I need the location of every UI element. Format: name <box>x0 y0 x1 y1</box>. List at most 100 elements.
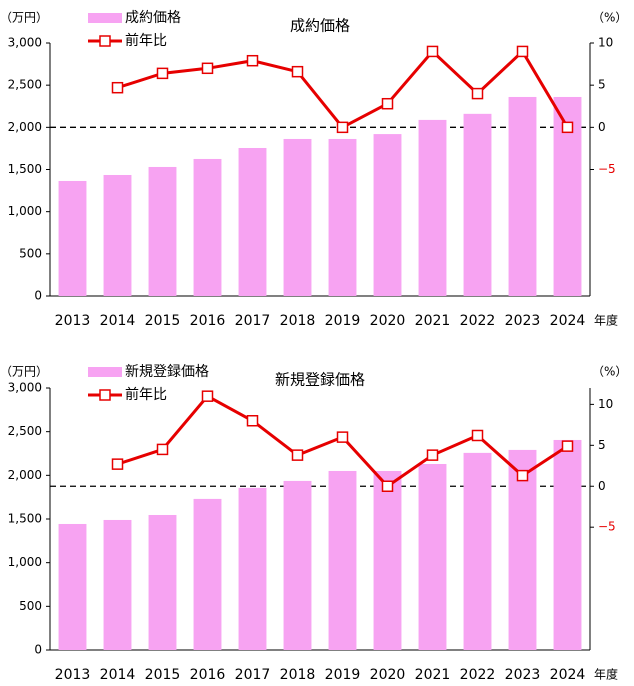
y2-tick-label: 5 <box>598 78 606 92</box>
x-tick-label: 2024 <box>550 667 586 683</box>
x-tick-label: 2020 <box>370 667 406 683</box>
y-tick-label: 500 <box>19 246 42 260</box>
marker <box>516 45 529 58</box>
y-tick-label: 3,000 <box>8 36 42 50</box>
legend-marker <box>99 35 111 47</box>
marker <box>111 458 124 470</box>
bar <box>193 498 222 650</box>
y-axis-title: （万円） <box>0 11 48 25</box>
marker <box>426 45 439 58</box>
x-tick-label: 2018 <box>280 313 316 329</box>
y-axis-title: （万円） <box>0 365 48 379</box>
chart-title: 新規登録価格 <box>275 371 365 389</box>
marker <box>246 54 259 67</box>
marker <box>156 443 169 456</box>
y2-tick-label: 0 <box>598 120 606 134</box>
bar <box>373 470 402 650</box>
bar <box>193 158 222 296</box>
x-tick-label: 2014 <box>100 313 136 329</box>
x-tick-label: 2014 <box>100 667 136 683</box>
bar <box>58 523 87 650</box>
legend-label: 新規登録価格 <box>125 364 209 380</box>
x-tick-label: 2017 <box>235 313 271 329</box>
x-tick-label: 2020 <box>370 313 406 329</box>
bar <box>103 174 132 296</box>
x-tick-label: 2021 <box>415 667 451 683</box>
marker <box>561 440 574 452</box>
y-tick-label: 2,000 <box>8 468 42 482</box>
x-tick-label: 2022 <box>460 313 496 329</box>
x-tick-label: 2015 <box>145 667 181 683</box>
x-tick-label: 2021 <box>415 313 451 329</box>
bar <box>553 439 582 650</box>
y-tick-label: 2,000 <box>8 120 42 134</box>
marker <box>201 62 214 75</box>
y2-tick-label: 10 <box>598 36 613 50</box>
marker <box>516 469 529 482</box>
x-tick-label: 2017 <box>235 667 271 683</box>
bar <box>148 514 177 650</box>
y-tick-label: 1,000 <box>8 204 42 218</box>
marker <box>246 415 259 427</box>
legend-label: 前年比 <box>125 32 167 49</box>
x-tick-label: 2023 <box>505 313 541 329</box>
bar <box>238 147 267 296</box>
marker <box>381 97 394 110</box>
x-tick-label: 2016 <box>190 667 226 683</box>
x-tick-label: 2022 <box>460 667 496 683</box>
bar <box>58 180 87 296</box>
bar <box>508 96 537 297</box>
y2-tick-label: −5 <box>598 162 616 176</box>
y2-axis-title: （%） <box>592 365 627 379</box>
bar <box>328 138 357 296</box>
marker <box>201 390 214 402</box>
x-tick-label: 2018 <box>280 667 316 683</box>
x-tick-label: 2013 <box>55 667 91 683</box>
bar <box>148 166 177 296</box>
x-axis-title: 年度 <box>594 313 618 328</box>
x-tick-label: 2019 <box>325 313 361 329</box>
x-tick-label: 2015 <box>145 313 181 329</box>
y-tick-label: 500 <box>19 599 42 613</box>
x-axis-title: 年度 <box>594 667 618 682</box>
y-tick-label: 2,500 <box>8 424 42 438</box>
marker <box>111 81 124 94</box>
line <box>117 49 569 130</box>
y-tick-label: 0 <box>34 289 42 303</box>
marker <box>471 87 484 100</box>
marker <box>291 449 304 461</box>
y2-tick-label: 10 <box>598 397 613 411</box>
legend-label: 成約価格 <box>125 10 181 26</box>
legend-swatch <box>88 13 122 23</box>
marker <box>156 67 169 80</box>
bar <box>328 470 357 650</box>
bar <box>238 487 267 650</box>
x-tick-label: 2013 <box>55 313 91 329</box>
marker <box>561 121 574 134</box>
marker <box>471 429 484 442</box>
y2-axis-title: （%） <box>592 11 627 25</box>
marker <box>336 431 349 443</box>
bar <box>463 113 492 296</box>
legend-marker <box>99 389 111 401</box>
bar <box>103 519 132 650</box>
y2-tick-label: 0 <box>598 479 606 493</box>
y2-tick-label: 5 <box>598 438 606 452</box>
bar <box>418 119 447 296</box>
bar <box>283 138 312 296</box>
marker <box>381 480 394 492</box>
marker <box>336 121 349 134</box>
y-tick-label: 1,000 <box>8 555 42 569</box>
y-tick-label: 1,500 <box>8 512 42 526</box>
bar <box>463 452 492 650</box>
bar <box>418 463 447 650</box>
y2-tick-label: −5 <box>598 520 616 534</box>
x-tick-label: 2019 <box>325 667 361 683</box>
bar <box>508 449 537 650</box>
x-tick-label: 2016 <box>190 313 226 329</box>
bar <box>283 480 312 650</box>
y-tick-label: 0 <box>34 643 42 657</box>
y-tick-label: 3,000 <box>8 381 42 395</box>
marker <box>291 65 304 78</box>
